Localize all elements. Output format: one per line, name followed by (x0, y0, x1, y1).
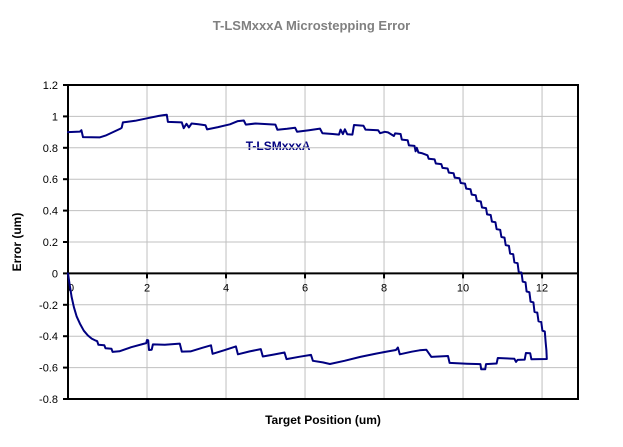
y-tick-label: 0.8 (43, 143, 58, 155)
y-tick-label: 0.4 (43, 206, 58, 218)
x-axis-title: Target Position (um) (265, 413, 381, 427)
x-tick-label: 4 (223, 282, 229, 294)
y-tick-label: -0.2 (39, 300, 58, 312)
x-tick-label: 2 (144, 282, 150, 294)
x-tick-label: 8 (381, 282, 387, 294)
y-tick-label: 0 (52, 268, 58, 280)
chart-title: T-LSMxxxA Microstepping Error (212, 18, 411, 33)
series-label: T-LSMxxxA (245, 138, 311, 153)
y-tick-label: 1 (52, 111, 58, 123)
y-tick-label: -0.6 (39, 363, 58, 375)
x-tick-label: 6 (302, 282, 308, 294)
y-tick-label: 1.2 (43, 80, 58, 92)
y-tick-label: -0.4 (39, 331, 58, 343)
series-line (67, 113, 548, 371)
y-tick-label: 0.6 (43, 174, 58, 186)
x-tick-label: 12 (536, 282, 548, 294)
y-tick-label: 0.2 (43, 237, 58, 249)
x-tick-label: 10 (457, 282, 469, 294)
grid-layer (68, 85, 578, 399)
y-tick-label: -0.8 (39, 394, 58, 406)
